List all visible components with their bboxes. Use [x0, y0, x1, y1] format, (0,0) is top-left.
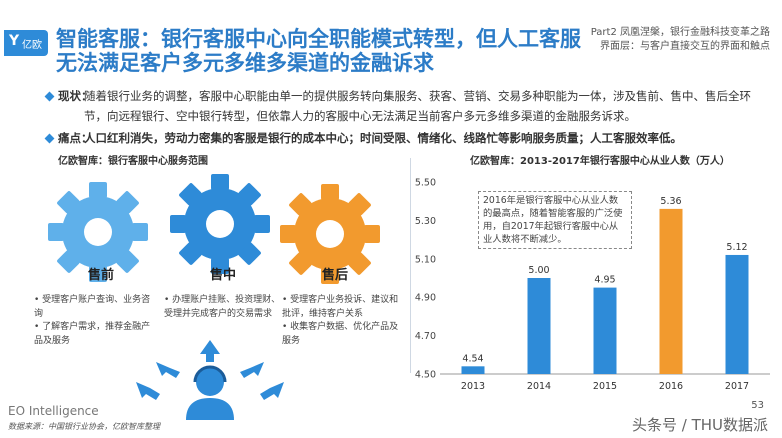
x-tick-label: 2016	[659, 381, 683, 392]
chart-callout: 2016年是银行客服中心从业人数的最高点，随着智能客服的广泛使用，自2017年起…	[478, 191, 632, 249]
chart-title: 亿欧智库：2013-2017年银行客服中心从业人数（万人）	[470, 156, 730, 167]
stage-presale-label: 售前	[88, 268, 115, 283]
left-section-heading: 亿欧智库：银行客服中心服务范围	[58, 156, 208, 167]
gear-presale-icon	[48, 182, 148, 282]
page-title: 智能客服：银行客服中心向全职能模式转型，但人工客服无法满足客户多元多维多渠道的金…	[56, 27, 581, 75]
diamond-bullet-icon	[44, 91, 55, 102]
section-divider	[410, 158, 411, 373]
part-line-1: Part2 凤凰涅槃，银行金融科技变革之路	[590, 27, 770, 38]
data-label: 4.95	[594, 275, 615, 286]
watermark: 头条号 / THU数据派	[631, 416, 768, 434]
y-tick-label: 4.70	[415, 331, 436, 342]
gear-insale-icon	[170, 174, 270, 274]
stage-insale-label: 售中	[210, 268, 237, 283]
y-tick-label: 4.50	[415, 370, 436, 381]
gear-aftersale-icon	[280, 184, 380, 284]
customer-service-agent-icon	[136, 340, 284, 420]
list-item: 受理客户账户查询、业务咨询	[34, 294, 152, 321]
bullet-text: 人口红利消失，劳动力密集的客服是银行的成本中心；时间受限、情绪化、线路忙等影响服…	[84, 131, 682, 145]
y-tick-label: 5.30	[415, 216, 436, 227]
x-tick-label: 2014	[527, 381, 551, 392]
part-line-2: 界面层：与客户直接交互的界面和触点	[600, 41, 770, 52]
logo-mark-icon: Y	[9, 33, 20, 49]
list-item: 办理账户挂账、投资理财、受理并完成客户的交易需求	[164, 294, 282, 321]
bullet-text: 随着银行业务的调整，客服中心职能由单一的提供服务转向集服务、获客、营销、交易多种…	[84, 89, 751, 123]
bar-2013	[461, 366, 485, 374]
x-tick-label: 2015	[593, 381, 617, 392]
y-tick-label: 5.50	[415, 178, 436, 189]
bullet-label: 现状：	[58, 89, 93, 103]
list-item: 收集客户数据、优化产品及服务	[282, 321, 400, 348]
list-item: 受理客户业务投诉、建议和批评，维持客户关系	[282, 294, 400, 321]
bar-2015	[593, 287, 617, 374]
data-label: 4.54	[462, 353, 483, 364]
insale-item-list: 办理账户挂账、投资理财、受理并完成客户的交易需求	[164, 294, 282, 321]
y-tick-label: 5.10	[415, 254, 436, 265]
gears-illustration	[48, 174, 380, 420]
bullet-label: 痛点：	[58, 131, 93, 145]
data-label: 5.12	[726, 242, 747, 253]
data-source: 数据来源：中国银行业协会，亿欧智库整理	[8, 422, 160, 431]
chart-svg: 4.50 4.70 4.90 5.10 5.30 5.50 4.54 2013 5.00 2014…	[415, 178, 770, 392]
stage-aftersale-label: 售后	[322, 268, 349, 283]
service-scope-diagram: 售前 售中 售后 受理客户账户查询、业务咨询 了解客户需求，推荐金融产品及服务 …	[30, 168, 410, 428]
bullet-pain-points: 痛点： 人口红利消失，劳动力密集的客服是银行的成本中心；时间受限、情绪化、线路忙…	[44, 128, 766, 148]
data-label: 5.00	[528, 265, 549, 276]
diamond-bullet-icon	[44, 133, 55, 144]
bullet-current-status: 现状： 随着银行业务的调整，客服中心职能由单一的提供服务转向集服务、获客、营销、…	[44, 86, 766, 126]
section-subtitle: Part2 凤凰涅槃，银行金融科技变革之路 界面层：与客户直接交互的界面和触点	[590, 26, 770, 54]
logo-text: 亿欧	[22, 40, 42, 51]
page-number: 53	[751, 400, 764, 411]
x-tick-label: 2017	[725, 381, 749, 392]
presale-item-list: 受理客户账户查询、业务咨询 了解客户需求，推荐金融产品及服务	[34, 294, 152, 348]
list-item: 了解客户需求，推荐金融产品及服务	[34, 321, 152, 348]
bar-2014	[527, 278, 551, 374]
bar-2017	[725, 254, 749, 374]
footer-brand: EO Intelligence	[8, 404, 99, 418]
x-tick-label: 2013	[461, 381, 485, 392]
aftersale-item-list: 受理客户业务投诉、建议和批评，维持客户关系 收集客户数据、优化产品及服务	[282, 294, 400, 348]
data-label: 5.36	[660, 196, 681, 207]
brand-logo: Y 亿欧	[4, 30, 48, 56]
y-tick-label: 4.90	[415, 293, 436, 304]
summary-bullets: 现状： 随着银行业务的调整，客服中心职能由单一的提供服务转向集服务、获客、营销、…	[44, 86, 766, 148]
bar-2016	[659, 208, 683, 374]
employees-bar-chart: 4.50 4.70 4.90 5.10 5.30 5.50 4.54 2013 5.00 2014…	[410, 170, 782, 400]
